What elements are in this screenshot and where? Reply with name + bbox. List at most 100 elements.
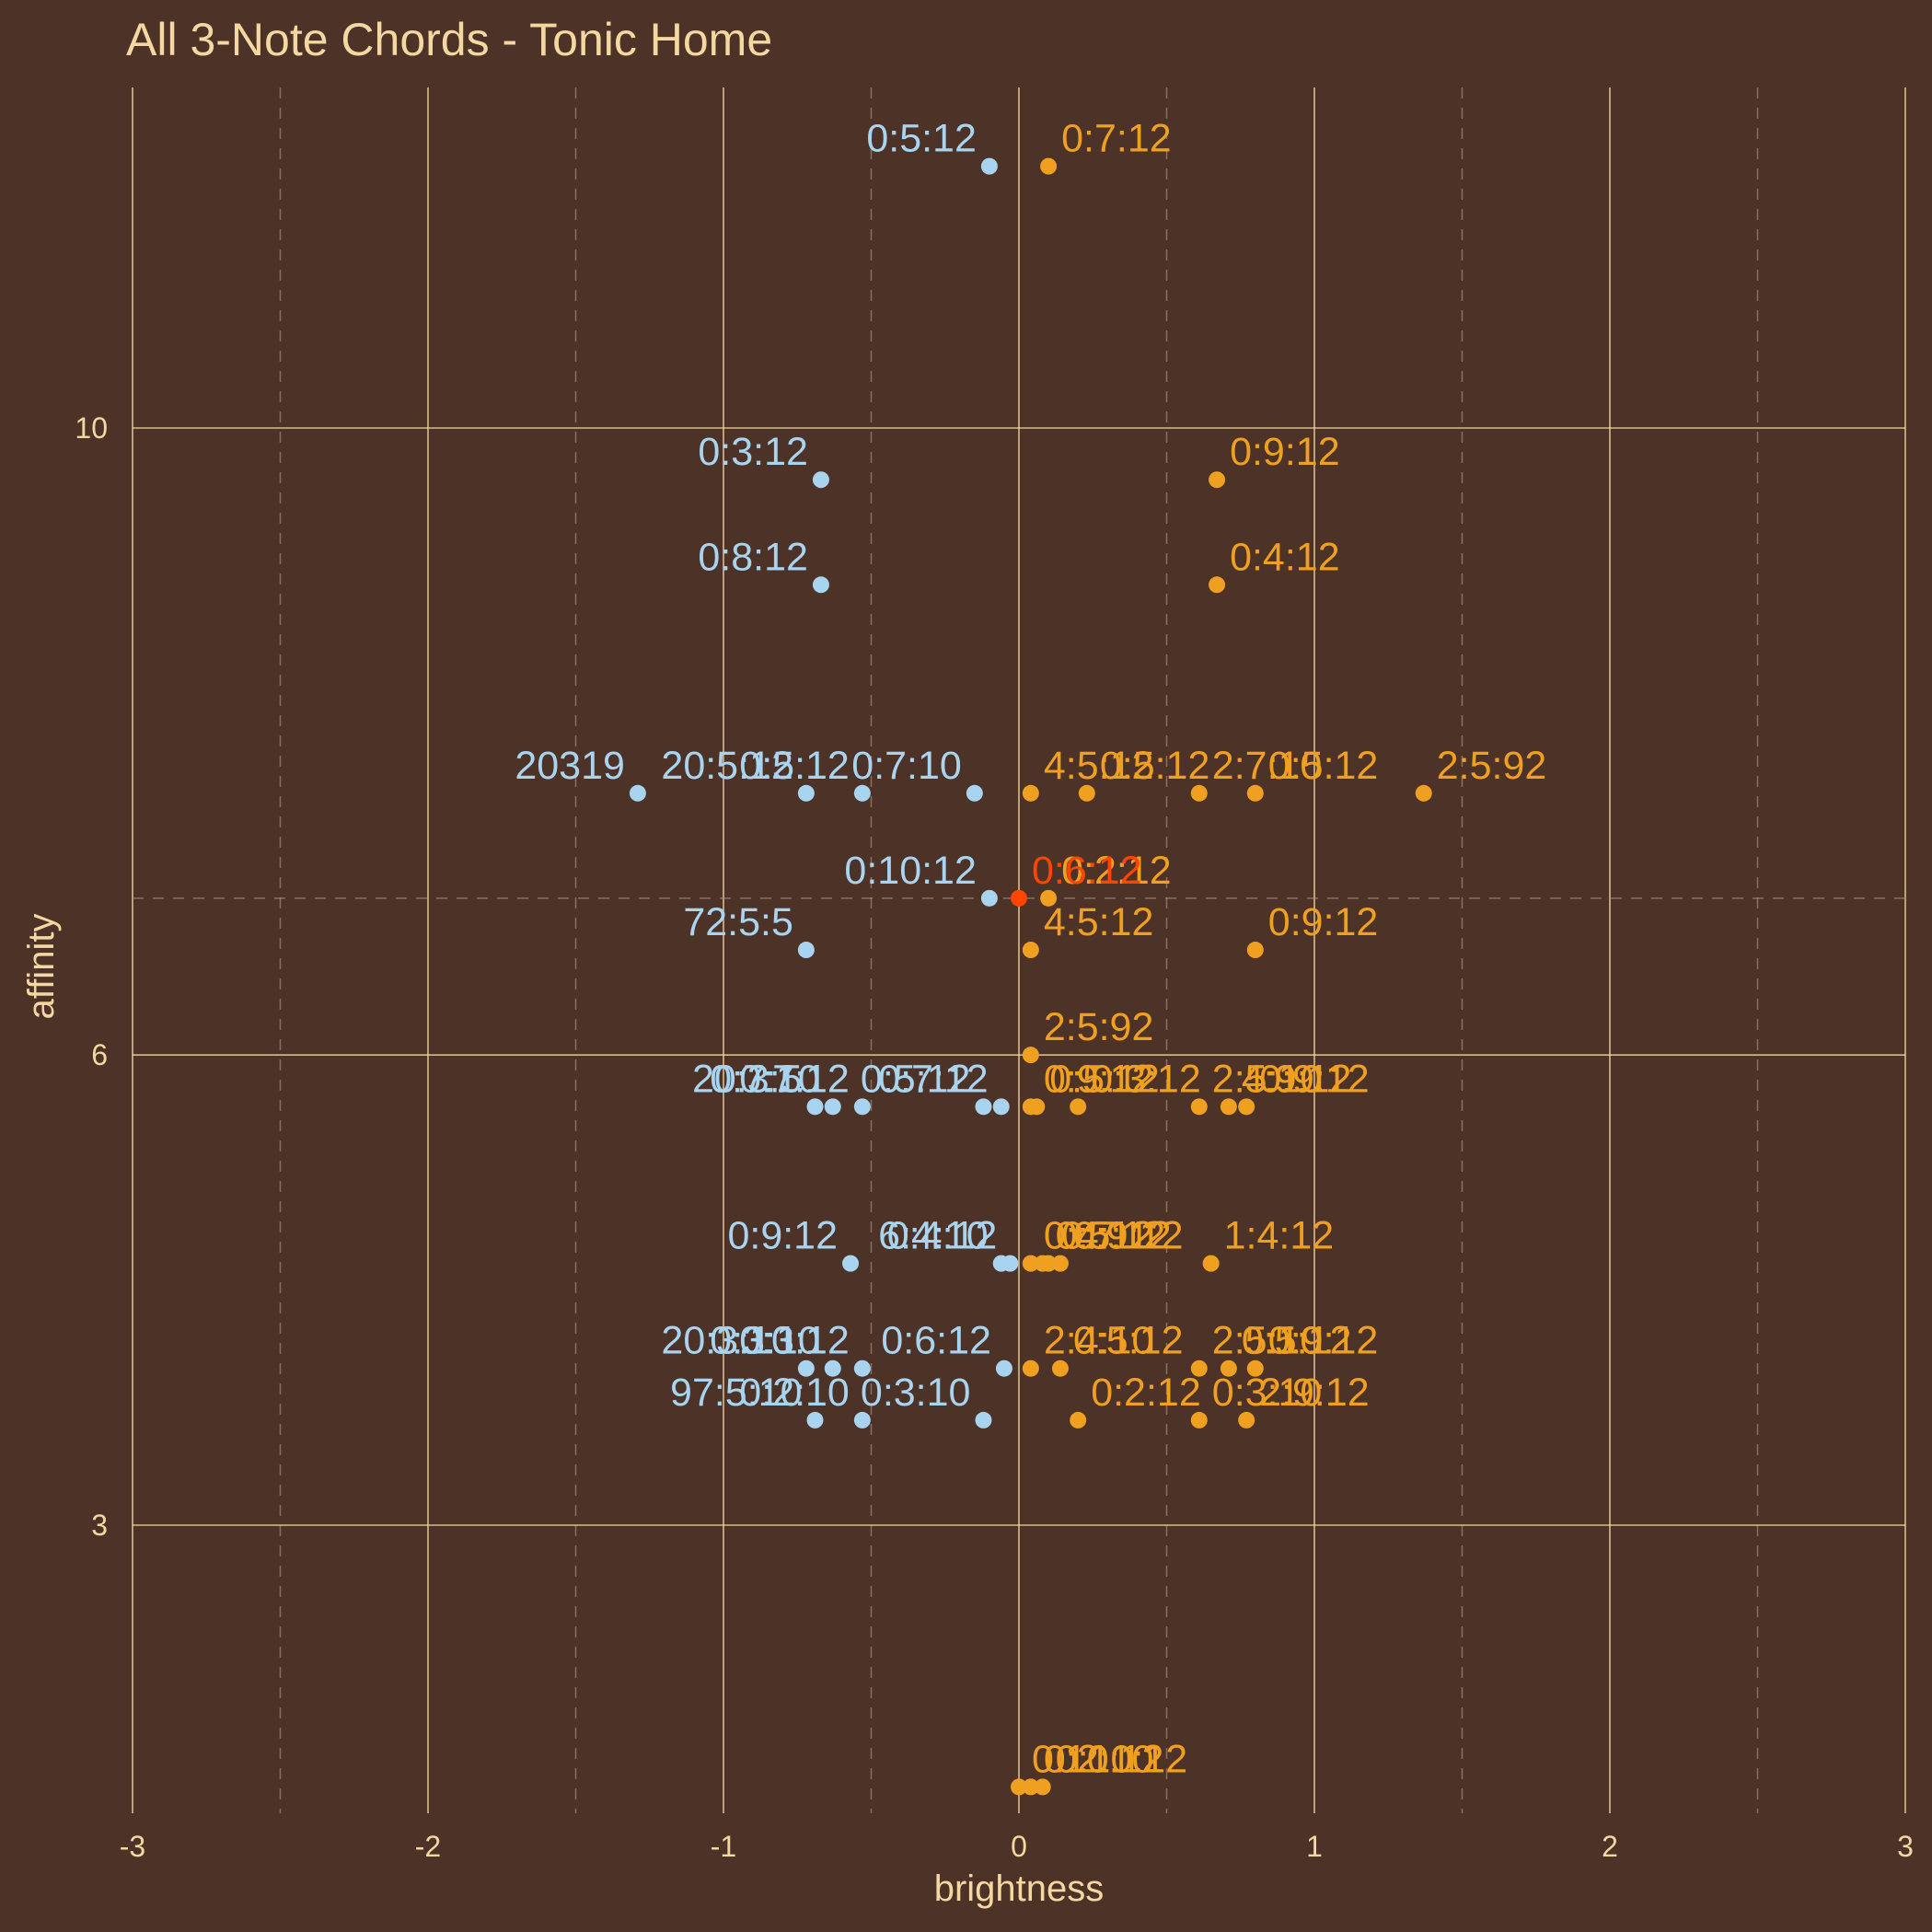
point-label: 0:2:12: [1091, 1371, 1201, 1415]
data-point: [966, 784, 983, 802]
data-point: [797, 1359, 815, 1377]
point-label: 0:10:12: [1032, 1737, 1163, 1781]
point-label: 0:5:12: [861, 1057, 971, 1101]
x-axis-ticks: -3 -2 -1 0 1 2 3: [120, 1830, 1914, 1863]
point-label: 0:9:12: [1073, 1214, 1184, 1258]
data-point: [1040, 157, 1058, 175]
data-point: [1209, 471, 1226, 489]
data-point: [1001, 1255, 1019, 1272]
data-point: [1220, 1359, 1237, 1377]
x-tick-label: 1: [1306, 1830, 1323, 1863]
data-point: [1051, 1359, 1069, 1377]
x-tick-label: -2: [415, 1830, 441, 1863]
data-point: [1034, 1778, 1051, 1796]
point-label: 2:5:92: [1044, 1005, 1154, 1049]
point-label: 0:7:12: [739, 1057, 850, 1101]
data-point: [1078, 784, 1095, 802]
y-tick-label: 6: [91, 1038, 108, 1071]
point-label: 0:2:10: [739, 1371, 850, 1415]
x-tick-label: 2: [1602, 1830, 1618, 1863]
data-point: [975, 1411, 992, 1429]
point-label: 0:5:12: [1073, 1319, 1184, 1363]
data-point: [1022, 784, 1039, 802]
data-point: [853, 1098, 871, 1116]
point-label: 0:2:12: [1061, 849, 1172, 893]
y-axis-ticks: 3 6 10: [75, 411, 108, 1542]
point-label: 0:4:12: [1230, 535, 1340, 579]
point-label: 1:4:12: [1224, 1214, 1335, 1258]
data-point: [1415, 784, 1432, 802]
point-label: 0:9:12: [1268, 900, 1379, 944]
data-point: [1011, 1778, 1027, 1796]
point-label: 20319: [515, 744, 625, 788]
point-label: 0:7:12: [1061, 117, 1172, 161]
data-point: [1022, 942, 1039, 959]
point-label: 0:5:12: [739, 744, 850, 788]
data-point: [853, 784, 871, 802]
point-label: 0:7:12: [1061, 1214, 1172, 1258]
point-label: 4:5:12: [1044, 900, 1154, 944]
data-point: [1246, 942, 1264, 959]
data-point: [1011, 889, 1027, 907]
point-label: 0:5:12: [1242, 1319, 1352, 1363]
data-point: [1190, 1411, 1208, 1429]
point-label: 0:3:12: [1091, 1057, 1201, 1101]
data-point: [812, 471, 829, 489]
data-point: [806, 1098, 824, 1116]
data-point: [853, 1411, 871, 1429]
point-label: 0:9:12: [1268, 1319, 1379, 1363]
data-point: [1202, 1255, 1220, 1272]
data-point: [992, 1098, 1010, 1116]
point-label: 0:10:12: [844, 849, 976, 893]
data-point: [1209, 576, 1226, 594]
point-label: 20:5:12: [661, 744, 792, 788]
point-label: 0:4:12: [887, 1214, 998, 1258]
data-point: [824, 1359, 841, 1377]
data-point: [629, 784, 646, 802]
point-label: 0:10:12: [1056, 1737, 1187, 1781]
point-label: 2:5:10: [1212, 1319, 1323, 1363]
x-tick-label: -3: [120, 1830, 145, 1863]
x-tick-label: -1: [711, 1830, 736, 1863]
data-point: [797, 942, 815, 959]
point-label: 0:9:12: [1044, 1057, 1154, 1101]
point-label: 2:4:10: [1044, 1319, 1154, 1363]
x-tick-label: 3: [1897, 1830, 1914, 1863]
data-point: [1022, 1359, 1039, 1377]
point-label: 0:6:12: [1032, 849, 1142, 893]
point-label: 0:5:12: [1056, 1214, 1166, 1258]
point-label: 0:3:10: [861, 1371, 971, 1415]
data-point: [824, 1098, 841, 1116]
data-point: [1022, 1255, 1039, 1272]
x-tick-label: 0: [1011, 1830, 1027, 1863]
data-point: [980, 157, 998, 175]
data-point: [1220, 1098, 1237, 1116]
data-point: [842, 1255, 860, 1272]
point-label: 0:7:10: [710, 1057, 820, 1101]
point-label: 2:9:12: [1259, 1371, 1370, 1415]
point-label: 0:7:12: [878, 1057, 989, 1101]
y-tick-label: 10: [75, 411, 108, 445]
data-point: [1040, 1255, 1058, 1272]
data-point: [1190, 784, 1208, 802]
data-point: [975, 1098, 992, 1116]
point-label: 0:3:10: [1212, 1371, 1323, 1415]
major-gridlines: [132, 87, 1906, 1813]
point-label: 0:3:12: [739, 1319, 850, 1363]
point-label: 20:3:5: [692, 1057, 803, 1101]
point-label: 4:5:12: [1044, 744, 1154, 788]
point-label: 0:8:12: [698, 535, 808, 579]
data-point: [1022, 1047, 1039, 1064]
point-label: 0:3:12: [698, 430, 808, 474]
data-point: [1028, 1098, 1046, 1116]
data-point: [995, 1359, 1012, 1377]
data-point: [1246, 784, 1264, 802]
point-label: 6:4:10: [878, 1214, 989, 1258]
data-point: [1246, 1359, 1264, 1377]
data-point: [980, 889, 998, 907]
point-label: 2:5:92: [1437, 744, 1547, 788]
data-point: [1190, 1359, 1208, 1377]
